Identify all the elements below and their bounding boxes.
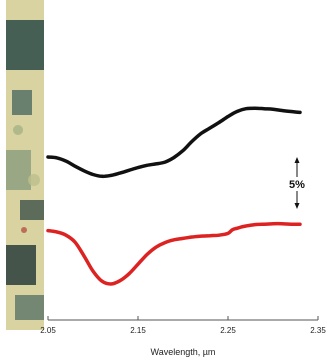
x-axis: 2.05 2.15 2.25 2.35 bbox=[40, 316, 326, 335]
x-tick-label: 2.25 bbox=[220, 326, 236, 335]
scale-bar-down-arrow bbox=[294, 203, 300, 209]
x-axis-title: Wavelength, µm bbox=[151, 347, 216, 357]
x-tick-label: 2.05 bbox=[40, 326, 56, 335]
series-layer bbox=[46, 106, 302, 286]
scale-bar: 5% bbox=[284, 157, 311, 209]
x-tick-label: 2.15 bbox=[130, 326, 146, 335]
x-tick-label: 2.35 bbox=[310, 326, 326, 335]
series-line-1 bbox=[46, 106, 302, 179]
series-line-2 bbox=[46, 221, 302, 286]
scale-bar-up-arrow bbox=[294, 157, 300, 163]
rock-texture-strip bbox=[6, 0, 44, 330]
scale-bar-label: 5% bbox=[289, 179, 305, 191]
